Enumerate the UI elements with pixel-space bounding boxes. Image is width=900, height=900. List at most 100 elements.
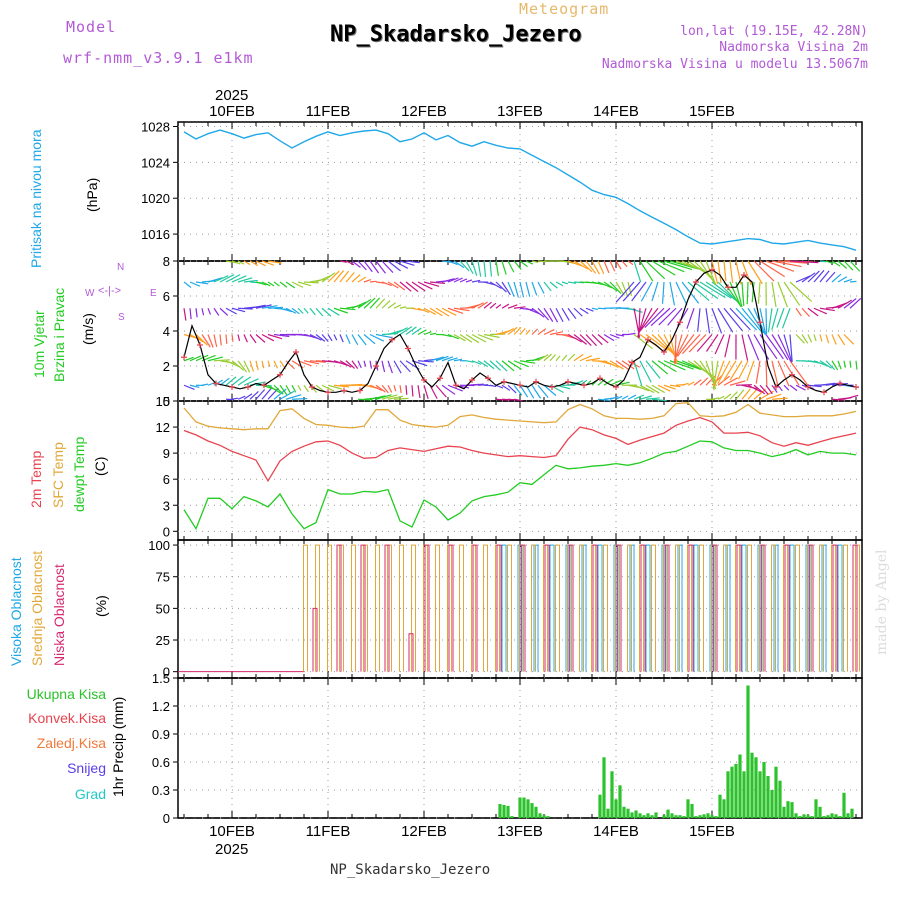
wind-vector-arrow	[435, 384, 447, 398]
wind-vector-arrow	[585, 334, 597, 347]
wind-vector-arrow	[303, 384, 309, 393]
low-cloud-bar	[688, 544, 694, 672]
wind-vector-arrow	[393, 360, 402, 374]
wind-vector-arrow	[441, 307, 457, 316]
mid-cloud-bar	[303, 544, 308, 672]
wind-vector-arrow	[303, 307, 309, 314]
high-cloud-bar	[597, 544, 603, 672]
wind-gust-marker	[661, 349, 667, 355]
wind-vector-arrow	[837, 299, 853, 309]
wind-vector-arrow	[375, 394, 392, 400]
wind-vector-arrow	[405, 281, 419, 293]
wind-vector-arrow	[183, 356, 194, 362]
wind-vector-arrow	[813, 334, 817, 342]
wind-gust-marker	[565, 378, 571, 385]
wind-vector-arrow	[243, 260, 251, 266]
wind-vector-arrow	[519, 281, 525, 298]
wind-vector-arrow	[219, 307, 229, 316]
pressure-ytick-label: 1024	[141, 155, 170, 170]
wind-vector-arrow	[579, 307, 589, 315]
wind-gust-marker	[549, 384, 555, 390]
wind-vector-arrow	[321, 384, 335, 392]
wind-vector-arrow	[633, 260, 642, 283]
wind-ytick-label: 6	[163, 289, 170, 304]
wind-vector-arrow	[513, 327, 522, 335]
wind-vector-arrow	[807, 334, 813, 343]
low-cloud-bar	[664, 544, 670, 672]
wind-vector-arrow	[543, 307, 554, 322]
high-cloud-bar	[693, 544, 699, 672]
wind-vector-arrow	[213, 334, 218, 347]
wind-vector-arrow	[393, 304, 402, 309]
wind-vector-arrow	[513, 384, 523, 396]
wind-vector-arrow	[261, 281, 271, 287]
wind-vector-arrow	[795, 307, 802, 317]
wind-vector-arrow	[237, 277, 253, 283]
wind-vector-arrow	[399, 281, 412, 292]
wind-vector-arrow	[501, 303, 510, 309]
wind-vector-arrow	[309, 333, 322, 341]
wind-vector-arrow	[537, 281, 545, 294]
wind-vector-arrow	[219, 274, 235, 283]
wind-vector-arrow	[713, 360, 725, 387]
wind-vector-arrow	[765, 308, 768, 335]
mid-cloud-bar	[459, 544, 464, 672]
wind-vector-arrow	[375, 298, 386, 309]
clouds-ytick-label: 50	[156, 601, 170, 616]
wind-vector-arrow	[688, 334, 707, 353]
precip-bar	[782, 806, 786, 818]
wind-vector-arrow	[297, 281, 312, 287]
wind-vector-arrow	[597, 260, 605, 275]
wind-vector-arrow	[369, 260, 380, 274]
wind-gust-marker	[725, 284, 731, 291]
wind-vector-arrow	[453, 260, 465, 269]
wind-vector-arrow	[825, 334, 830, 344]
wind-vector-arrow	[746, 281, 749, 305]
wind-vector-arrow	[741, 307, 762, 332]
precip-bar	[526, 799, 530, 818]
wind-vector-arrow	[225, 307, 237, 315]
wind-vector-arrow	[369, 297, 380, 309]
wind-vector-arrow	[531, 281, 538, 296]
wind-vector-arrow	[417, 329, 427, 336]
wind-vector-arrow	[441, 384, 456, 395]
mid-cloud-bar	[507, 544, 512, 672]
wind-vector-arrow	[417, 307, 430, 314]
wind-vector-arrow	[747, 260, 763, 285]
wind-vector-arrow	[759, 308, 767, 336]
wind-vector-arrow	[249, 304, 266, 309]
wind-vector-arrow	[363, 278, 372, 283]
wind-vector-arrow	[723, 307, 743, 332]
high-cloud-bar	[741, 544, 747, 672]
wind-vector-arrow	[471, 383, 484, 386]
wind-vector-arrow	[789, 260, 819, 264]
day-label-top: 13FEB	[497, 103, 543, 120]
wind-vector-arrow	[783, 334, 793, 363]
wind-vector-arrow	[549, 307, 559, 323]
wind-vector-arrow	[729, 391, 738, 400]
wind-vector-arrow	[483, 301, 492, 309]
wind-vector-arrow	[405, 326, 417, 335]
precip-bar	[614, 799, 618, 818]
precip-bar	[506, 805, 510, 818]
precip-bar	[814, 799, 818, 818]
wind-vector-arrow	[807, 307, 819, 317]
wind-vector-arrow	[633, 360, 643, 386]
wind-vector-arrow	[682, 334, 701, 355]
wind-vector-arrow	[579, 260, 593, 273]
wind-vector-arrow	[597, 398, 611, 402]
wind-vector-arrow	[225, 376, 237, 386]
wind-vector-arrow	[717, 395, 725, 400]
precip-bar	[630, 812, 634, 818]
year-top: 2025	[215, 87, 248, 104]
wind-vector-arrow	[735, 307, 758, 331]
wind-vector-arrow	[207, 381, 216, 386]
wind-vector-arrow	[507, 326, 518, 335]
model-altitude: Nadmorska Visina u modelu 13.5067m	[601, 57, 868, 72]
temperature-ytick-label: 12	[156, 420, 170, 435]
wind-vector-arrow	[537, 307, 550, 321]
precip-bar	[650, 815, 654, 818]
wind-vector-arrow	[669, 260, 699, 270]
wind-vector-arrow	[423, 281, 440, 287]
wind-vector-arrow	[776, 308, 785, 328]
